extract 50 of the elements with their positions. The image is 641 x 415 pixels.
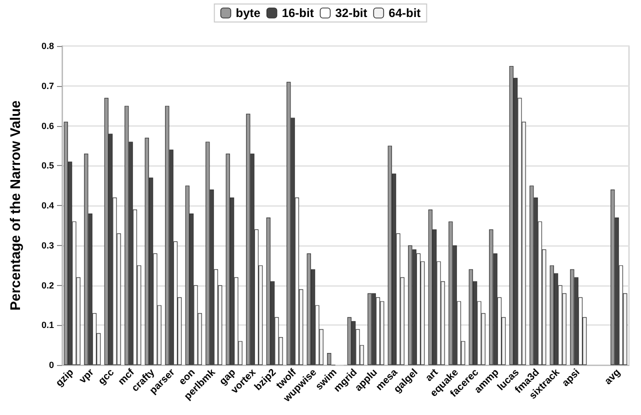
bar: [610, 190, 615, 365]
bar: [530, 186, 534, 365]
bar: [376, 297, 380, 365]
legend-label: 32-bit: [335, 6, 368, 20]
y-tick-label: 0.3: [41, 240, 54, 250]
bar: [185, 186, 190, 365]
bar: [416, 253, 421, 365]
bar: [84, 154, 88, 365]
y-tick-label: 0.5: [41, 160, 54, 171]
x-tick-label: gcc: [96, 366, 117, 388]
y-tick-label: 0.6: [41, 120, 54, 131]
bar: [468, 269, 473, 365]
bar: [286, 82, 291, 365]
bar: [104, 98, 108, 365]
bar: [206, 142, 210, 365]
bar: [509, 66, 514, 365]
bar: [428, 209, 432, 365]
legend-label: 16-bit: [282, 6, 314, 20]
bar: [489, 229, 494, 365]
bar: [550, 265, 554, 365]
bar: [266, 217, 270, 365]
bar: [368, 293, 372, 365]
bar: [144, 138, 149, 365]
bar: [124, 106, 129, 365]
y-tick-label: 0.4: [41, 200, 54, 210]
legend-label: 64-bit: [388, 6, 421, 20]
bar: [412, 249, 416, 365]
bar: [380, 301, 384, 365]
y-tick-label: 0: [48, 360, 54, 370]
y-tick-label: 0.8: [41, 41, 54, 51]
bar: [327, 353, 332, 365]
bar: [570, 269, 574, 365]
bar: [165, 106, 170, 365]
y-tick-label: 0.1: [41, 320, 54, 330]
bar: [388, 146, 392, 365]
y-tick-label: 0.2: [41, 280, 54, 290]
x-tick-label: avg: [602, 367, 623, 388]
bar: [64, 122, 68, 365]
bar: [347, 317, 352, 365]
bar: [448, 221, 453, 365]
bar: [408, 245, 412, 365]
bar: [246, 114, 250, 365]
bar: [351, 321, 356, 365]
bar: [306, 253, 311, 365]
legend-label: byte: [236, 6, 261, 20]
bar: [226, 154, 230, 365]
bar: [372, 293, 376, 365]
x-tick-label: vpr: [77, 367, 96, 386]
y-axis-title: Percentage of the Narrow Value: [7, 100, 23, 311]
y-tick-label: 0.7: [41, 80, 54, 91]
